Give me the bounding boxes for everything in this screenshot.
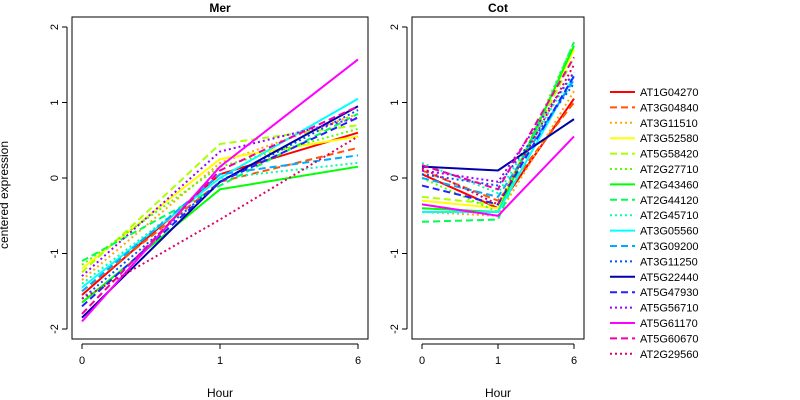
y-axis-title: centered expression [0, 141, 11, 249]
legend-label: AT3G11510 [640, 118, 698, 130]
legend-item: AT1G04270 [610, 87, 699, 99]
series-line-at5g22440 [421, 118, 575, 172]
legend-item: AT2G45710 [610, 210, 699, 222]
legend-item: AT3G05560 [610, 226, 699, 238]
series-line-at2g27710 [81, 127, 359, 266]
legend-item: AT5G22440 [610, 272, 699, 284]
series-line-at2g45710 [421, 71, 575, 195]
series-line-at5g47930 [421, 75, 575, 206]
legend-label: AT2G43460 [640, 179, 699, 191]
legend-label: AT5G61170 [640, 318, 698, 330]
legend: AT1G04270 AT3G04840 AT3G11510 AT3G52580 AT5G… [610, 87, 699, 361]
x-tick-label: 0 [419, 355, 425, 367]
legend-label: AT3G11250 [640, 256, 698, 268]
y-tick-label: 2 [389, 24, 401, 30]
legend-label: AT5G58420 [640, 149, 699, 161]
panel-title: Mer [209, 1, 231, 15]
legend-item: AT2G29560 [610, 349, 699, 361]
legend-item: AT5G58420 [610, 149, 699, 161]
plot-frame [411, 16, 585, 340]
x-axis-title: Hour [485, 386, 511, 400]
legend-label: AT2G27710 [640, 164, 699, 176]
series-line-at2g29560 [421, 64, 575, 206]
x-axis-title: Hour [207, 386, 233, 400]
legend-item: AT5G56710 [610, 303, 699, 315]
legend-label: AT5G56710 [640, 303, 699, 315]
series-line-at5g58420 [81, 124, 359, 274]
y-tick-label: 1 [389, 99, 401, 105]
legend-item: AT2G44120 [610, 195, 699, 207]
plot-frame [71, 16, 369, 340]
panels: Mer -2 -1 0 1 2 0 1 6 Hour Cot -2 -1 0 1 2 0 1 6 Hour [49, 1, 585, 400]
legend-label: AT3G05560 [640, 226, 699, 238]
y-tick-label: -2 [49, 324, 61, 334]
legend-item: AT3G11510 [610, 118, 698, 130]
legend-label: AT2G45710 [640, 210, 699, 222]
legend-item: AT3G11250 [610, 256, 698, 268]
legend-label: AT5G22440 [640, 272, 699, 284]
series-line-at3g05560 [422, 75, 575, 213]
series-line-at5g22440 [81, 105, 359, 319]
legend-item: AT3G09200 [610, 241, 699, 253]
legend-label: AT5G47930 [640, 287, 699, 299]
series-line-at2g44120 [81, 112, 359, 262]
series-line-at3g52580 [81, 135, 359, 270]
y-tick-label: 0 [49, 175, 61, 181]
x-tick-label: 6 [355, 355, 361, 367]
series-line-at5g56710 [421, 71, 575, 183]
legend-label: AT3G04840 [640, 102, 699, 114]
y-tick-label: -1 [49, 249, 61, 259]
series-line-at3g04840 [421, 101, 575, 202]
series-line-at2g45710 [81, 161, 359, 285]
y-tick-label: 0 [389, 175, 401, 181]
legend-label: AT2G44120 [640, 195, 699, 207]
series-line-at5g61170 [421, 135, 575, 217]
legend-label: AT1G04270 [640, 87, 699, 99]
legend-item: AT5G47930 [610, 287, 699, 299]
y-tick-label: 1 [49, 99, 61, 105]
legend-label: AT5G60670 [640, 333, 699, 345]
series-line-at2g29560 [81, 135, 359, 300]
y-tick-label: -1 [389, 249, 401, 259]
panel-title: Cot [488, 1, 508, 15]
series-line-at5g60670 [81, 105, 359, 315]
panel-mer: Mer -2 -1 0 1 2 0 1 6 Hour [49, 1, 369, 400]
legend-item: AT5G61170 [610, 318, 698, 330]
legend-item: AT2G27710 [610, 164, 699, 176]
series-line-at5g61170 [81, 58, 359, 323]
legend-label: AT2G29560 [640, 349, 699, 361]
series-line-at3g09200 [81, 154, 359, 293]
series-line-at3g11510 [81, 112, 359, 281]
series-line-at5g58420 [421, 56, 575, 206]
legend-label: AT3G09200 [640, 241, 699, 253]
x-tick-label: 1 [217, 355, 223, 367]
legend-item: AT2G43460 [610, 179, 699, 191]
series-line-at2g43460 [421, 45, 575, 214]
legend-item: AT5G60670 [610, 333, 699, 345]
x-tick-label: 6 [571, 355, 577, 367]
legend-item: AT3G04840 [610, 102, 699, 114]
y-tick-label: 2 [49, 24, 61, 30]
x-tick-label: 0 [79, 355, 85, 367]
series-line-at5g56710 [81, 116, 359, 277]
series-line-at5g60670 [421, 56, 575, 191]
x-tick-label: 1 [495, 355, 501, 367]
legend-label: AT3G52580 [640, 133, 699, 145]
y-tick-label: -2 [389, 324, 401, 334]
legend-item: AT3G52580 [610, 133, 699, 145]
panel-cot: Cot -2 -1 0 1 2 0 1 6 Hour [389, 1, 585, 400]
